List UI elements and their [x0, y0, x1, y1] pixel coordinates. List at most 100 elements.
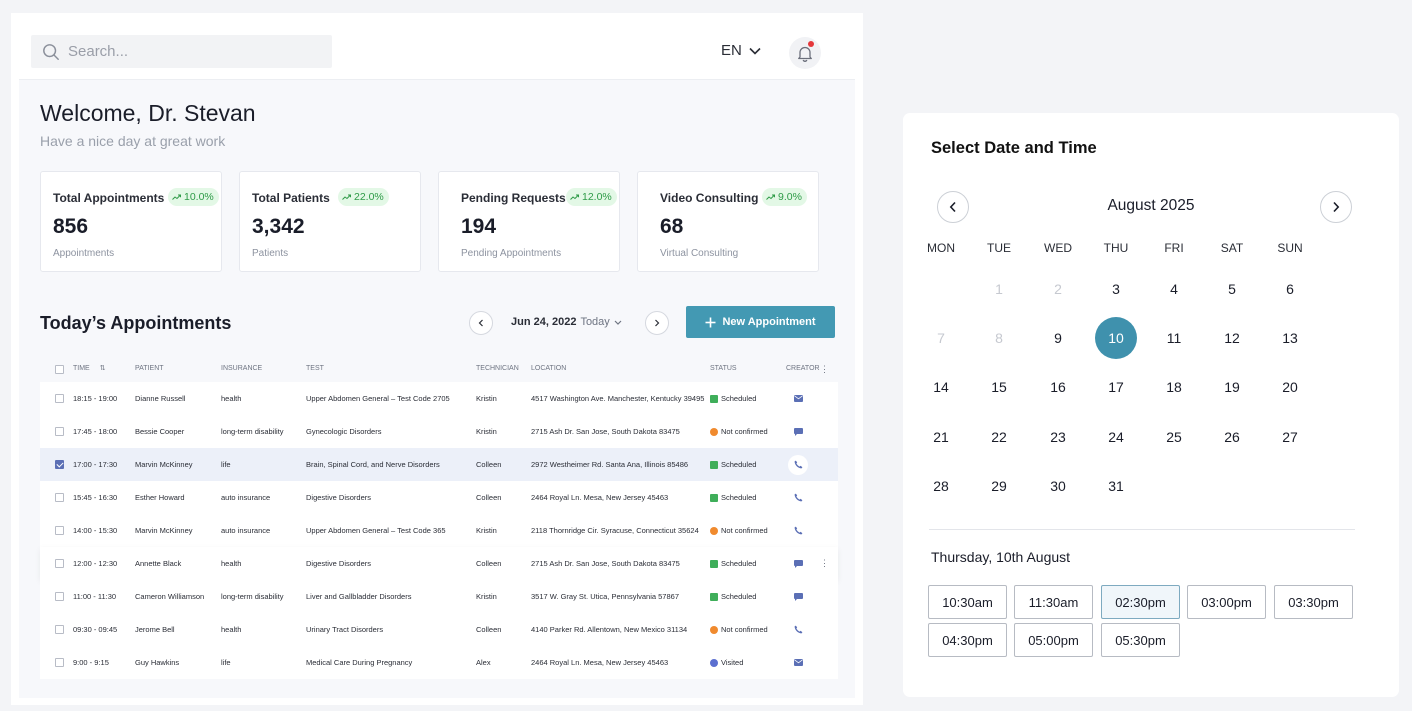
calendar-day[interactable]: 23	[1050, 429, 1066, 445]
creator-button[interactable]	[788, 554, 808, 574]
search-input[interactable]	[68, 43, 308, 60]
row-more-icon[interactable]: ⋮	[820, 558, 829, 568]
row-checkbox[interactable]	[55, 427, 64, 436]
calendar-day[interactable]: 20	[1282, 379, 1298, 395]
status-badge: Not confirmed	[710, 625, 768, 635]
table-row[interactable]: 17:00 - 17:30 Marvin McKinney life Brain, S…	[40, 448, 838, 481]
time-slot-button[interactable]: 11:30am	[1014, 585, 1093, 619]
time-slot-button[interactable]: 03:30pm	[1274, 585, 1353, 619]
search-box[interactable]	[31, 35, 332, 68]
time-slot-button[interactable]: 02:30pm	[1101, 585, 1180, 619]
time-slot-button[interactable]: 05:30pm	[1101, 623, 1180, 657]
creator-button[interactable]	[788, 422, 808, 442]
calendar-day[interactable]: 26	[1224, 429, 1240, 445]
creator-button[interactable]	[788, 521, 808, 541]
creator-button[interactable]	[788, 488, 808, 508]
table-body: 18:15 - 19:00 Dianne Russell health Upper A…	[40, 382, 838, 679]
status-text: Scheduled	[721, 393, 757, 403]
table-row[interactable]: 09:30 - 09:45 Jerome Bell health Urinary Tr…	[40, 613, 838, 646]
calendar-day[interactable]: 21	[933, 429, 949, 445]
calendar-day[interactable]: 4	[1170, 281, 1178, 297]
row-checkbox[interactable]	[55, 625, 64, 634]
creator-button[interactable]	[788, 587, 808, 607]
cell-location: 2118 Thornridge Cir. Syracuse, Connectic…	[531, 525, 699, 535]
stat-value: 194	[461, 215, 497, 238]
status-badge: Scheduled	[710, 493, 756, 503]
calendar-day[interactable]: 3	[1112, 281, 1120, 297]
clock-icon	[710, 625, 718, 634]
calendar-day[interactable]: 12	[1224, 330, 1240, 346]
row-checkbox[interactable]	[55, 493, 64, 502]
calendar-day: 7	[937, 330, 945, 346]
date-time-picker: Select Date and Time August 2025 MON TUE W…	[903, 113, 1399, 697]
next-day-button[interactable]	[645, 311, 669, 335]
creator-button[interactable]	[788, 454, 808, 475]
row-checkbox[interactable]	[55, 394, 64, 403]
calendar-day[interactable]: 17	[1108, 379, 1124, 395]
table-row[interactable]: 12:00 - 12:30 Annette Black health Digestiv…	[40, 547, 838, 580]
more-options-icon[interactable]: ⋮	[820, 363, 829, 374]
table-row[interactable]: 11:00 - 11:30 Cameron Williamson long-term…	[40, 580, 838, 613]
stat-label: Total Patients	[252, 191, 330, 205]
creator-button[interactable]	[788, 620, 808, 640]
table-row[interactable]: 9:00 - 9:15 Guy Hawkins life Medical Care D…	[40, 646, 838, 679]
time-slot-button[interactable]: 03:00pm	[1187, 585, 1266, 619]
row-checkbox[interactable]	[55, 592, 64, 601]
table-row[interactable]: 17:45 - 18:00 Bessie Cooper long-term disa…	[40, 415, 838, 448]
calendar-day[interactable]: 18	[1166, 379, 1182, 395]
check-circle-icon	[710, 658, 718, 667]
time-slot-button[interactable]: 04:30pm	[928, 623, 1007, 657]
search-icon	[43, 43, 59, 60]
cell-location: 2715 Ash Dr. San Jose, South Dakota 8347…	[531, 426, 680, 436]
calendar-day[interactable]: 11	[1166, 330, 1182, 346]
prev-day-button[interactable]	[469, 311, 493, 335]
stat-card-appointments: Total Appointments 10.0% 856 Appointment…	[40, 171, 222, 272]
row-checkbox[interactable]	[55, 559, 64, 568]
row-checkbox[interactable]	[55, 526, 64, 535]
stat-card-video: Video Consulting 9.0% 68 Virtual Consult…	[637, 171, 819, 272]
next-month-button[interactable]	[1320, 191, 1352, 223]
new-appointment-button[interactable]: New Appointment	[686, 306, 835, 338]
calendar-day[interactable]: 29	[991, 478, 1007, 494]
calendar-day[interactable]: 31	[1108, 478, 1124, 494]
calendar-day[interactable]: 14	[933, 379, 949, 395]
calendar-day[interactable]: 10	[1095, 317, 1137, 359]
trend-up-icon	[172, 194, 181, 200]
calendar-day[interactable]: 28	[933, 478, 949, 494]
table-row[interactable]: 14:00 - 15:30 Marvin McKinney auto insuran…	[40, 514, 838, 547]
calendar-day[interactable]: 16	[1050, 379, 1066, 395]
main-content: Welcome, Dr. Stevan Have a nice day at g…	[19, 80, 855, 698]
calendar-day[interactable]: 24	[1108, 429, 1124, 445]
calendar-day[interactable]: 5	[1228, 281, 1236, 297]
column-time[interactable]: Time ⇅	[73, 365, 106, 372]
calendar-day[interactable]: 22	[991, 429, 1007, 445]
calendar-day[interactable]: 9	[1054, 330, 1062, 346]
cell-insurance: auto insurance	[221, 525, 271, 535]
language-selector[interactable]: EN	[721, 42, 761, 59]
calendar-day[interactable]: 15	[991, 379, 1007, 395]
table-row[interactable]: 15:45 - 16:30 Esther Howard auto insurance…	[40, 481, 838, 514]
date-picker[interactable]: Jun 24, 2022 Today	[511, 316, 622, 328]
row-checkbox[interactable]	[55, 658, 64, 667]
cell-patient: Dianne Russell	[135, 393, 186, 403]
calendar-day[interactable]: 25	[1166, 429, 1182, 445]
phone-icon	[794, 526, 802, 535]
cell-insurance: long-term disability	[221, 426, 284, 436]
calendar-day[interactable]: 13	[1282, 330, 1298, 346]
notifications-button[interactable]	[789, 37, 821, 69]
stat-label: Pending Requests	[461, 191, 566, 205]
calendar-day[interactable]: 19	[1224, 379, 1240, 395]
calendar-day[interactable]: 30	[1050, 478, 1066, 494]
table-row[interactable]: 18:15 - 19:00 Dianne Russell health Upper A…	[40, 382, 838, 415]
creator-button[interactable]	[788, 653, 808, 673]
cell-test: Urinary Tract Disorders	[306, 624, 384, 634]
calendar-icon	[710, 592, 718, 601]
select-all-checkbox[interactable]	[55, 364, 64, 374]
prev-month-button[interactable]	[937, 191, 969, 223]
creator-button[interactable]	[788, 389, 808, 409]
time-slot-button[interactable]: 10:30am	[928, 585, 1007, 619]
time-slot-button[interactable]: 05:00pm	[1014, 623, 1093, 657]
calendar-day[interactable]: 27	[1282, 429, 1298, 445]
calendar-day[interactable]: 6	[1286, 281, 1294, 297]
row-checkbox[interactable]	[55, 460, 64, 469]
